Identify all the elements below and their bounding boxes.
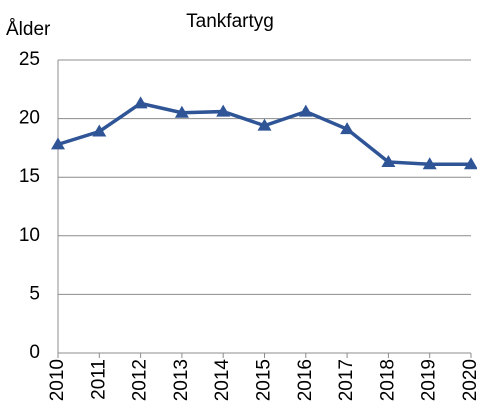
y-tick-label: 25 <box>19 49 40 70</box>
x-tick-label: 2011 <box>88 359 109 400</box>
marker <box>340 122 355 135</box>
x-tick-label: 2019 <box>419 359 440 401</box>
x-tick-label: 2012 <box>130 359 151 401</box>
marker <box>216 104 231 117</box>
x-tick-label: 2016 <box>295 359 316 401</box>
chart-title: Tankfartyg <box>186 11 274 32</box>
marker <box>381 154 396 167</box>
y-axis-label: Ålder <box>6 19 51 40</box>
y-tick-label: 15 <box>19 166 40 187</box>
y-tick-label: 0 <box>29 342 40 363</box>
y-tick-label: 10 <box>19 225 40 246</box>
marker <box>298 104 313 117</box>
x-tick-label: 2017 <box>336 359 357 401</box>
x-tick-label: 2010 <box>47 359 68 401</box>
y-tick-label: 5 <box>29 283 40 304</box>
marker <box>92 124 107 137</box>
x-tick-label: 2020 <box>460 359 477 401</box>
y-tick-label: 20 <box>19 108 40 129</box>
marker <box>51 137 65 150</box>
x-tick-label: 2013 <box>171 359 192 401</box>
x-tick-label: 2018 <box>377 359 398 401</box>
marker <box>133 96 148 109</box>
x-tick-label: 2014 <box>212 359 233 402</box>
line <box>57 101 471 167</box>
x-tick-label: 2015 <box>254 359 275 401</box>
marker <box>257 118 272 131</box>
marker <box>464 157 477 170</box>
marker <box>174 105 189 118</box>
marker <box>422 157 437 170</box>
